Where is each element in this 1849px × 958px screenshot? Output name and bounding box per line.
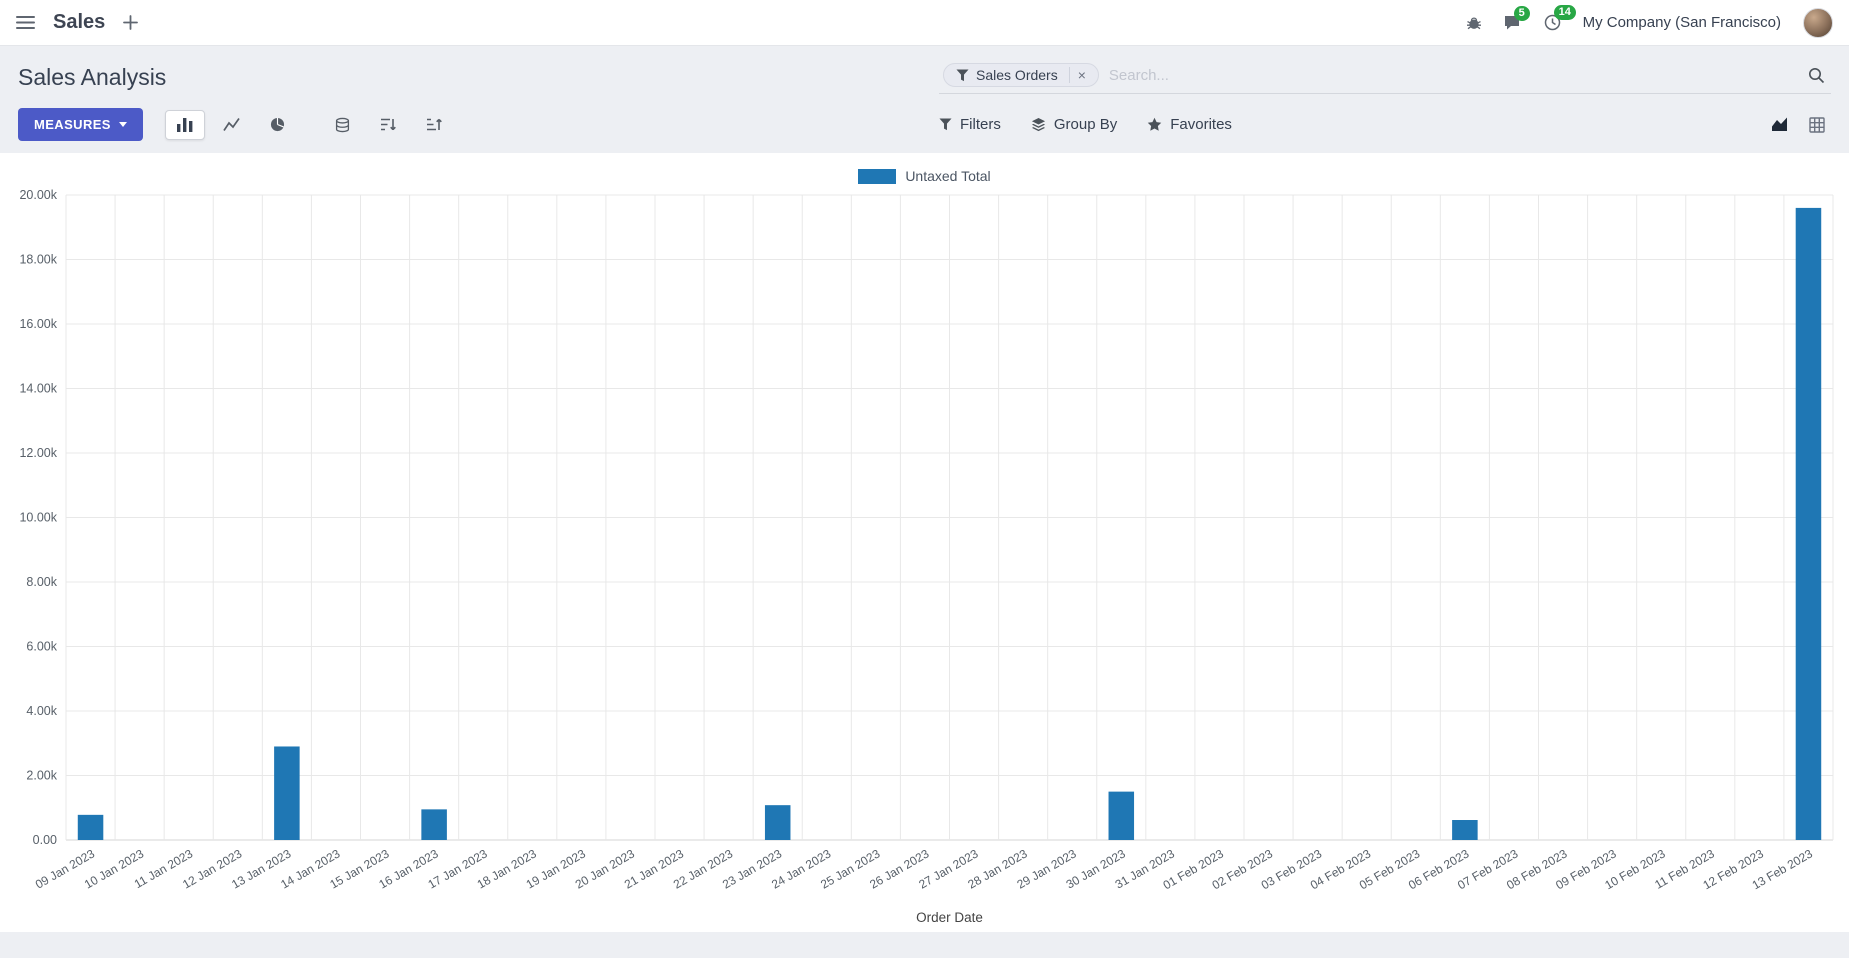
- chart-legend[interactable]: Untaxed Total: [0, 163, 1849, 189]
- svg-text:6.00k: 6.00k: [26, 640, 57, 654]
- star-icon: [1147, 117, 1162, 132]
- plus-icon[interactable]: [123, 15, 139, 30]
- activities-count-badge: 14: [1553, 5, 1576, 20]
- search-icon[interactable]: [1808, 67, 1825, 84]
- svg-text:12.00k: 12.00k: [19, 446, 57, 460]
- search-facet[interactable]: Sales Orders ×: [943, 63, 1099, 87]
- legend-swatch: [858, 168, 897, 184]
- sort-ascending-icon[interactable]: [414, 109, 454, 140]
- remove-facet-icon[interactable]: ×: [1068, 67, 1094, 83]
- pie-chart-icon[interactable]: [258, 109, 297, 140]
- svg-text:16.00k: 16.00k: [19, 317, 57, 331]
- svg-text:10.00k: 10.00k: [19, 511, 57, 525]
- chart-card: Untaxed Total 0.00 2.00k 4.00k 6.00k 8.00k 10…: [0, 153, 1849, 932]
- filters-button-label: Filters: [960, 116, 1001, 133]
- filter-funnel-icon: [956, 68, 969, 82]
- svg-text:Order Date: Order Date: [916, 910, 983, 925]
- activity-clock-icon[interactable]: 14: [1544, 5, 1576, 31]
- chart-type-group: [164, 109, 454, 141]
- layers-icon: [1031, 117, 1046, 132]
- hamburger-menu-icon[interactable]: [16, 15, 35, 30]
- legend-label: Untaxed Total: [905, 168, 991, 184]
- svg-text:4.00k: 4.00k: [26, 704, 57, 718]
- messages-icon[interactable]: 5: [1504, 5, 1530, 31]
- control-panel-top-row: Sales Analysis Sales Orders ×: [18, 60, 1831, 94]
- navbar-left: Sales: [16, 11, 139, 34]
- search-options: Filters Group By: [939, 116, 1232, 133]
- bar-chart-icon[interactable]: [164, 109, 205, 140]
- svg-text:18.00k: 18.00k: [19, 253, 57, 267]
- bug-icon[interactable]: [1466, 15, 1482, 31]
- filter-funnel-icon: [939, 118, 952, 131]
- group-by-button-label: Group By: [1053, 116, 1118, 133]
- search-options-row: Filters Group By: [939, 116, 1831, 133]
- graph-view-icon[interactable]: [1771, 117, 1789, 132]
- svg-text:14.00k: 14.00k: [19, 382, 57, 396]
- app-name[interactable]: Sales: [53, 11, 106, 33]
- line-chart-icon[interactable]: [211, 110, 252, 140]
- search-input[interactable]: [1108, 66, 1798, 84]
- view-switcher: [1771, 116, 1831, 133]
- search-bar[interactable]: Sales Orders ×: [939, 60, 1831, 94]
- messages-count-badge: 5: [1513, 5, 1530, 21]
- control-panel: Sales Analysis Sales Orders × MEASURES: [0, 46, 1849, 153]
- page-title: Sales Analysis: [18, 63, 167, 90]
- bar-chart-canvas[interactable]: 0.00 2.00k 4.00k 6.00k 8.00k 10.00k 12.00k 14.0…: [0, 189, 1849, 932]
- svg-text:2.00k: 2.00k: [26, 769, 57, 783]
- stacked-icon[interactable]: [323, 109, 362, 141]
- svg-text:8.00k: 8.00k: [26, 575, 57, 589]
- company-switcher[interactable]: My Company (San Francisco): [1582, 14, 1781, 31]
- graph-toolbar: MEASURES: [18, 108, 939, 141]
- search-facet-label: Sales Orders: [976, 67, 1058, 83]
- pivot-view-icon[interactable]: [1809, 116, 1825, 133]
- top-navbar: Sales 5 14 My Company (San Francisco): [0, 0, 1849, 46]
- favorites-button-label: Favorites: [1170, 116, 1232, 133]
- measures-button-label: MEASURES: [34, 117, 111, 132]
- control-panel-bottom-row: MEASURES: [18, 108, 1831, 141]
- svg-text:20.00k: 20.00k: [19, 189, 57, 202]
- favorites-button[interactable]: Favorites: [1147, 116, 1232, 133]
- filters-button[interactable]: Filters: [939, 116, 1001, 133]
- sort-descending-icon[interactable]: [368, 109, 408, 140]
- group-by-button[interactable]: Group By: [1031, 116, 1117, 133]
- measures-button[interactable]: MEASURES: [18, 108, 143, 141]
- caret-down-icon: [118, 122, 127, 127]
- user-avatar[interactable]: [1803, 7, 1833, 38]
- navbar-right: 5 14 My Company (San Francisco): [1466, 5, 1833, 38]
- svg-text:0.00: 0.00: [33, 833, 57, 847]
